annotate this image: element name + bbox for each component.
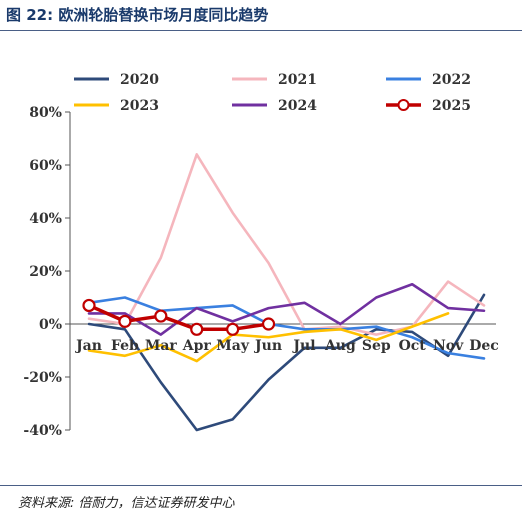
legend-2022-label: 2022 [432,72,471,88]
x-tick-label: Jan [74,338,102,354]
x-tick-label: Sep [362,338,391,354]
series-2025-point [154,309,168,323]
x-tick-label: Mar [145,338,178,354]
x-tick-label: Feb [111,338,139,354]
series-2025-point [226,322,240,336]
legend-2025-marker [397,99,410,111]
x-tick-label: Jul [291,338,315,354]
y-axis-ticks: -40% -20% 0% 20% 40% 60% 80% [23,105,70,439]
legend-2023-label: 2023 [120,98,159,114]
y-tick-label: 0% [39,317,62,333]
series-2025-point [118,314,132,328]
series-2021-line [87,153,486,336]
legend-2025-label: 2025 [432,98,471,114]
series-2025-point [82,298,96,313]
series-2023-line [87,312,450,363]
x-tick-label: Dec [469,338,499,354]
series-2024-line [87,282,486,336]
source-divider [0,485,522,486]
y-tick-label: -40% [23,423,62,439]
series-lines [82,153,486,432]
series-2020-line [87,293,486,432]
x-tick-label: Oct [399,338,427,354]
series-2025-point [261,317,276,331]
chart-legend: 2020 2021 2022 2023 2024 2025 [74,72,471,114]
x-tick-label: May [216,338,250,354]
figure-title: 图 22: 欧洲轮胎替换市场月度同比趋势 [6,6,269,24]
title-divider [0,30,522,31]
x-tick-label: Apr [182,338,212,354]
y-tick-label: 60% [29,158,62,174]
y-tick-label: -20% [23,370,62,386]
x-axis-ticks: Jan Feb Mar Apr May Jun Jul Aug Sep Oct Nov Dec [74,338,499,354]
y-tick-label: 20% [29,264,62,280]
line-chart: 2020 2021 2022 2023 2024 2025 -40% -20% 0% 20% 40… [23,72,499,439]
y-tick-label: 80% [29,105,62,121]
series-2025-point [190,322,204,336]
legend-2021-label: 2021 [278,72,317,88]
legend-2020-label: 2020 [120,72,159,88]
source-note: 资料来源: 倍耐力，信达证券研发中心 [18,496,235,511]
x-tick-label: Jun [253,338,282,354]
series-2022-line [87,296,486,360]
y-tick-label: 40% [29,211,62,227]
x-tick-label: Aug [324,338,356,354]
legend-2024-label: 2024 [278,98,317,114]
x-tick-label: Nov [433,338,464,354]
